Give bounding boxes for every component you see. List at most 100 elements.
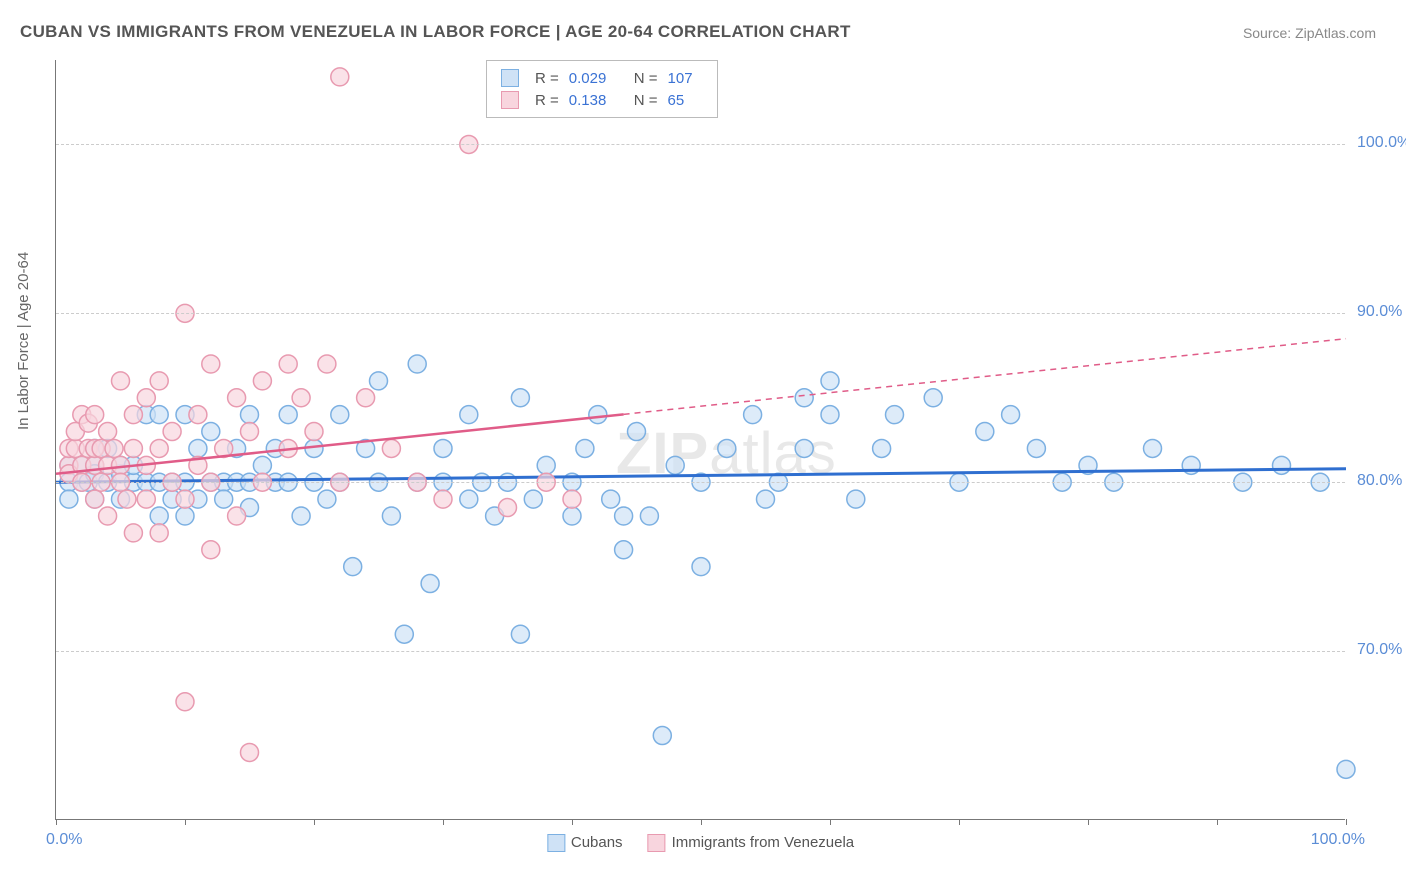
legend-item: Immigrants from Venezuela (648, 834, 855, 852)
x-tick-mark (443, 819, 444, 825)
data-point (318, 355, 336, 373)
data-point (202, 423, 220, 441)
source-label: Source: ZipAtlas.com (1243, 25, 1376, 41)
data-point (1273, 456, 1291, 474)
data-point (382, 507, 400, 525)
data-point (886, 406, 904, 424)
data-point (1027, 439, 1045, 457)
gridline (56, 313, 1345, 314)
data-point (331, 68, 349, 86)
data-point (924, 389, 942, 407)
x-axis-max-label: 100.0% (1311, 831, 1365, 849)
data-point (228, 389, 246, 407)
data-point (460, 490, 478, 508)
data-point (279, 355, 297, 373)
stat-row: R = 0.138N = 65 (501, 89, 703, 111)
stat-r-value: 0.138 (569, 92, 624, 109)
data-point (537, 456, 555, 474)
data-point (150, 524, 168, 542)
data-point (666, 456, 684, 474)
series-swatch (547, 834, 565, 852)
data-point (511, 625, 529, 643)
data-point (434, 490, 452, 508)
stat-n-value: 65 (668, 92, 703, 109)
x-tick-mark (314, 819, 315, 825)
y-axis-label: In Labor Force | Age 20-64 (15, 252, 32, 430)
data-point (189, 406, 207, 424)
data-point (150, 507, 168, 525)
data-point (99, 507, 117, 525)
data-point (563, 490, 581, 508)
data-point (137, 389, 155, 407)
data-point (873, 439, 891, 457)
gridline (56, 651, 1345, 652)
stat-n-value: 107 (668, 70, 703, 87)
x-tick-mark (572, 819, 573, 825)
data-point (615, 507, 633, 525)
stat-row: R = 0.029N = 107 (501, 67, 703, 89)
data-point (253, 372, 271, 390)
data-point (847, 490, 865, 508)
data-point (305, 423, 323, 441)
data-point (241, 406, 259, 424)
data-point (640, 507, 658, 525)
stat-n-label: N = (634, 70, 658, 87)
data-point (202, 541, 220, 559)
chart-plot-area: ZIPatlas R = 0.029N = 107R = 0.138N = 65… (55, 60, 1345, 820)
gridline (56, 482, 1345, 483)
data-point (124, 524, 142, 542)
data-point (86, 490, 104, 508)
data-point (757, 490, 775, 508)
data-point (176, 507, 194, 525)
data-point (821, 406, 839, 424)
legend-label: Immigrants from Venezuela (672, 834, 855, 851)
data-point (215, 490, 233, 508)
data-point (99, 423, 117, 441)
data-point (602, 490, 620, 508)
data-point (795, 389, 813, 407)
data-point (241, 743, 259, 761)
data-point (344, 558, 362, 576)
data-point (511, 389, 529, 407)
series-swatch (501, 91, 519, 109)
scatter-svg (56, 60, 1345, 819)
data-point (105, 439, 123, 457)
data-point (124, 406, 142, 424)
data-point (357, 389, 375, 407)
data-point (821, 372, 839, 390)
data-point (589, 406, 607, 424)
series-swatch (501, 69, 519, 87)
data-point (744, 406, 762, 424)
data-point (976, 423, 994, 441)
stat-r-label: R = (535, 92, 559, 109)
chart-title: CUBAN VS IMMIGRANTS FROM VENEZUELA IN LA… (20, 22, 851, 42)
data-point (331, 406, 349, 424)
data-point (421, 575, 439, 593)
data-point (86, 406, 104, 424)
data-point (60, 490, 78, 508)
data-point (241, 423, 259, 441)
series-legend: Cubans Immigrants from Venezuela (547, 834, 854, 852)
data-point (124, 439, 142, 457)
data-point (279, 406, 297, 424)
data-point (718, 439, 736, 457)
x-tick-mark (959, 819, 960, 825)
x-tick-mark (56, 819, 57, 825)
data-point (370, 372, 388, 390)
data-point (176, 490, 194, 508)
data-point (189, 439, 207, 457)
data-point (395, 625, 413, 643)
data-point (112, 372, 130, 390)
data-point (795, 439, 813, 457)
data-point (499, 499, 517, 517)
x-tick-mark (830, 819, 831, 825)
y-tick-label: 80.0% (1347, 472, 1402, 490)
y-tick-label: 70.0% (1347, 641, 1402, 659)
legend-item: Cubans (547, 834, 623, 852)
data-point (253, 456, 271, 474)
data-point (1337, 760, 1355, 778)
data-point (137, 490, 155, 508)
correlation-stats-box: R = 0.029N = 107R = 0.138N = 65 (486, 60, 718, 118)
data-point (576, 439, 594, 457)
data-point (615, 541, 633, 559)
